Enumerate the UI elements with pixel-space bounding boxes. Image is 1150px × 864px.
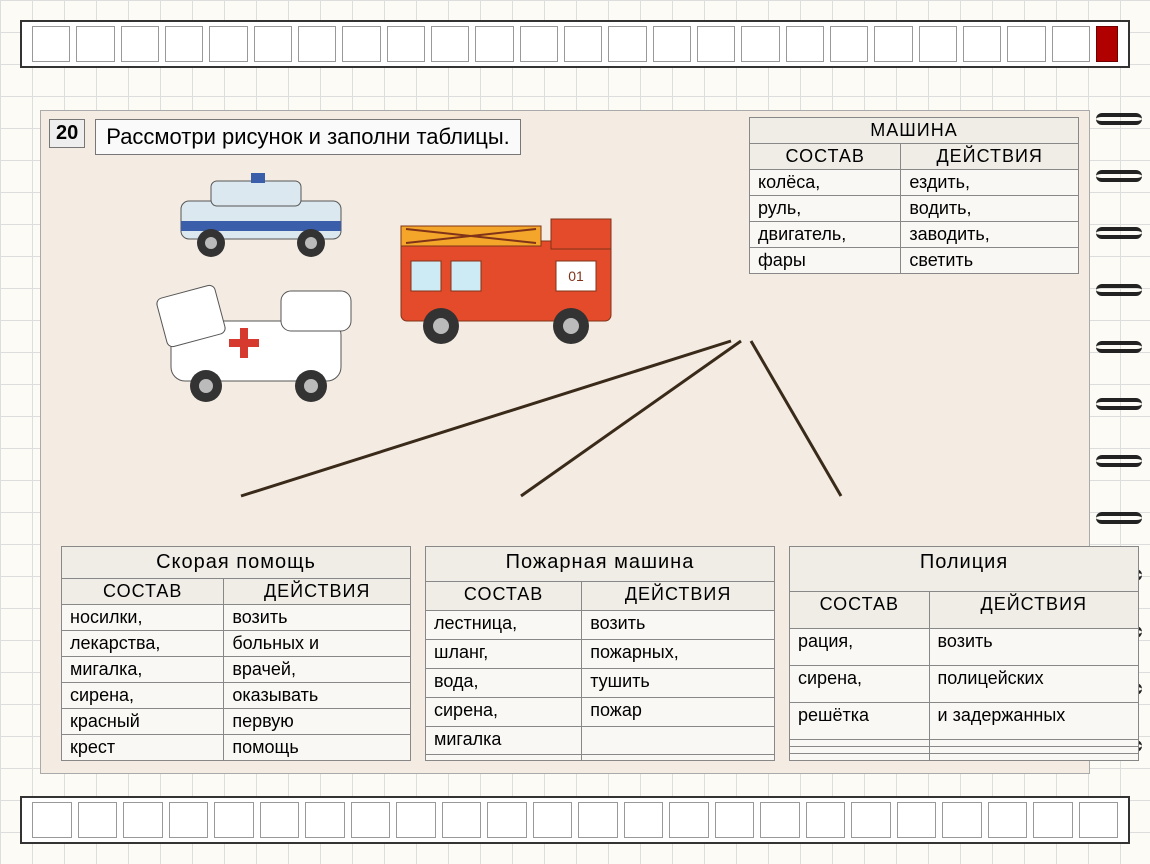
table-title: Пожарная машина [426,547,775,582]
cell: красный [62,709,224,735]
table-title: Полиция [790,547,1139,592]
cell [929,739,1138,746]
cell: вода, [426,668,582,697]
cell: мигалка [426,726,582,755]
cell: полицейских [929,666,1138,703]
cell: двигатель, [750,222,901,248]
svg-text:01: 01 [568,268,584,284]
cell: пожар [582,697,775,726]
cell [929,753,1138,760]
cell: тушить [582,668,775,697]
table-police: Полиция СОСТАВДЕЙСТВИЯ рация,возить сире… [789,546,1139,761]
table-firetruck: Пожарная машина СОСТАВДЕЙСТВИЯ лестница,… [425,546,775,761]
cell: больных и [224,631,411,657]
cell [426,755,582,761]
cell: шланг, [426,640,582,669]
cell: возить [224,605,411,631]
cell: сирена, [62,683,224,709]
cell: врачей, [224,657,411,683]
table-title: МАШИНА [750,118,1079,144]
cell: фары [750,248,901,274]
ambulance-icon [156,284,351,402]
cell: руль, [750,196,901,222]
cell: лекарства, [62,631,224,657]
task-number: 20 [49,119,85,148]
cell: решётка [790,702,930,739]
cell [582,755,775,761]
cell: лестница, [426,611,582,640]
film-strip-top [20,20,1130,68]
cell: помощь [224,735,411,761]
cell: оказывать [224,683,411,709]
film-strip-bottom [20,796,1130,844]
cell: пожарных, [582,640,775,669]
col-header: ДЕЙСТВИЯ [929,592,1138,629]
cell: заводить, [901,222,1079,248]
cell: возить [929,629,1138,666]
cell: колёса, [750,170,901,196]
cell: и задержанных [929,702,1138,739]
cell: носилки, [62,605,224,631]
col-header: СОСТАВ [62,579,224,605]
cell: светить [901,248,1079,274]
col-header: СОСТАВ [750,144,901,170]
cell: сирена, [426,697,582,726]
col-header: СОСТАВ [426,582,582,611]
task-instruction: Рассмотри рисунок и заполни таблицы. [95,119,521,155]
cell [790,739,930,746]
table-title: Скорая помощь [62,547,411,579]
cell [790,753,930,760]
col-header: ДЕЙСТВИЯ [901,144,1079,170]
illustration-area: 01 [151,171,631,421]
cell [790,746,930,753]
cell: крест [62,735,224,761]
worksheet: 20 Рассмотри рисунок и заполни таблицы. [40,110,1090,774]
cell: ездить, [901,170,1079,196]
cell: первую [224,709,411,735]
fire-truck-icon: 01 [401,219,611,344]
table-machine: МАШИНА СОСТАВ ДЕЙСТВИЯ колёса,ездить, ру… [749,117,1079,274]
cell: мигалка, [62,657,224,683]
police-car-icon [181,173,341,257]
table-ambulance: Скорая помощь СОСТАВДЕЙСТВИЯ носилки,воз… [61,546,411,761]
col-header: ДЕЙСТВИЯ [582,582,775,611]
cell [929,746,1138,753]
col-header: СОСТАВ [790,592,930,629]
cell: возить [582,611,775,640]
cell: рация, [790,629,930,666]
cell: водить, [901,196,1079,222]
cell: сирена, [790,666,930,703]
cell [582,726,775,755]
col-header: ДЕЙСТВИЯ [224,579,411,605]
